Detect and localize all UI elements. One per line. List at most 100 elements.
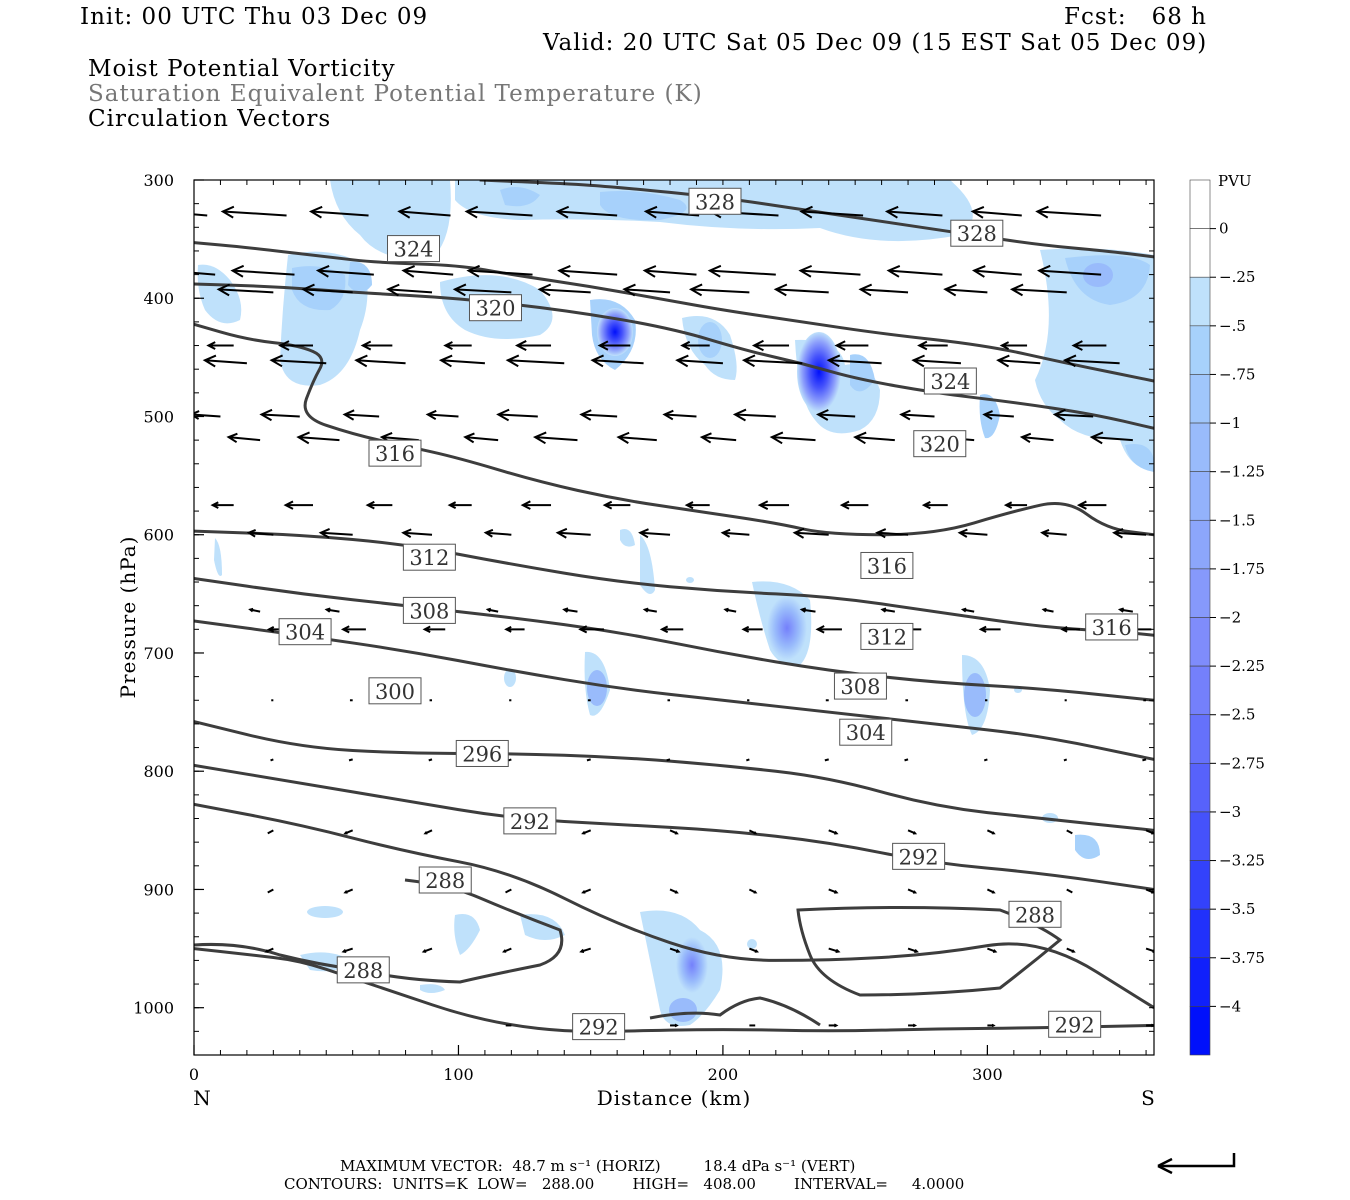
y-tick-label: 400 — [143, 289, 174, 308]
vector-head — [246, 529, 257, 538]
vector-head — [753, 890, 758, 894]
vector-head — [757, 500, 769, 511]
vector-head — [210, 501, 219, 509]
vector-shaft — [586, 758, 591, 762]
vector-shaft — [344, 413, 380, 418]
vector-head — [266, 626, 275, 633]
vector-head — [815, 625, 825, 634]
vector-head — [675, 354, 689, 368]
vector-shaft — [984, 413, 1014, 418]
vector-shaft — [1064, 359, 1120, 365]
vector-shaft — [945, 288, 988, 294]
axes: 300 400 500 600 700 800 900 1000 0 100 200 300 — [133, 171, 1154, 1084]
vector-shaft — [972, 210, 1022, 217]
vector-head — [999, 341, 1010, 350]
vector-shaft — [454, 288, 512, 294]
forecast-hour: Fcst: 68 h — [1064, 4, 1207, 30]
vector-head — [342, 409, 355, 421]
vector-shaft — [261, 413, 300, 418]
vector-shaft — [877, 531, 909, 536]
contour-label-box — [860, 622, 914, 650]
contour-label-312: 312 — [409, 546, 449, 570]
vector-shaft — [709, 269, 776, 276]
vector-shaft — [348, 758, 353, 762]
vector-shaft — [466, 210, 533, 217]
vector-shaft — [505, 888, 512, 894]
vector-shaft — [801, 608, 816, 613]
colorbar-swatch — [1189, 763, 1211, 813]
vector-shaft — [485, 531, 512, 536]
colorbar-label: −3.5 — [1219, 900, 1255, 918]
vector-head — [216, 283, 231, 297]
vector-shaft — [775, 288, 829, 294]
vector-shaft — [913, 359, 962, 365]
pv-shading — [197, 180, 1154, 1026]
field-title-theta: Saturation Equivalent Potential Temperat… — [88, 81, 703, 107]
vector-shaft — [828, 359, 882, 365]
vector-shaft — [860, 288, 909, 294]
vector-shaft — [664, 413, 697, 418]
vector-head — [1089, 431, 1104, 445]
colorbar-swatch — [1189, 860, 1211, 910]
vector-head — [858, 283, 873, 297]
vector-head — [741, 354, 756, 368]
contour-label-box — [418, 866, 472, 894]
vector-head — [799, 607, 807, 613]
vector-shaft — [735, 413, 776, 418]
vector-head — [911, 354, 925, 368]
vector-head — [1019, 432, 1032, 444]
vector-head — [886, 265, 901, 278]
vector-shaft — [508, 758, 512, 762]
vector-head — [798, 264, 813, 278]
vector-head — [226, 432, 238, 444]
vector-shaft — [222, 210, 287, 217]
vector-head — [991, 1023, 996, 1028]
vector-head — [674, 890, 679, 894]
vector-shaft — [1142, 758, 1147, 762]
vector-shaft — [399, 210, 451, 217]
vector-head — [301, 283, 315, 297]
vector-head — [555, 205, 570, 219]
vector-head — [960, 607, 967, 613]
contour-label-324: 324 — [930, 370, 970, 394]
colorbar-label: −1.75 — [1219, 560, 1265, 578]
vector-shaft — [1066, 888, 1073, 894]
vector-shaft — [983, 758, 988, 762]
vector-shaft — [722, 531, 750, 536]
colorbar-label: −.25 — [1219, 268, 1255, 286]
vector-head — [1009, 283, 1024, 297]
vector-head — [452, 283, 467, 297]
contour-label-box — [402, 596, 456, 624]
vector-shaft — [232, 269, 295, 276]
vector-head — [502, 949, 507, 953]
vector-head — [483, 528, 494, 538]
vector-head — [1071, 949, 1076, 953]
vector-head — [773, 283, 788, 297]
vector-head — [616, 431, 630, 444]
vector-head — [826, 354, 841, 368]
vector-shaft — [824, 758, 829, 762]
vector-shaft — [303, 288, 353, 294]
closed-contours — [194, 878, 1063, 1027]
vector-head — [992, 949, 998, 953]
contour-label-box — [503, 807, 557, 835]
contour-label-292: 292 — [899, 845, 939, 869]
colorbar-label: −2.25 — [1219, 657, 1265, 675]
vector-shaft — [557, 210, 618, 217]
vector-head — [815, 409, 829, 421]
vector-shaft — [427, 413, 459, 418]
colorbar-label: −3.25 — [1219, 852, 1265, 870]
vector-shaft — [1063, 758, 1068, 762]
vector-shaft — [801, 210, 864, 217]
colorbar-label: −2.75 — [1219, 754, 1265, 772]
y-tick-label: 700 — [143, 644, 174, 663]
y-tick-label: 1000 — [133, 999, 174, 1018]
vector-head — [578, 625, 588, 634]
colorbar-label: −.5 — [1219, 317, 1246, 335]
contour-label-324: 324 — [393, 238, 433, 262]
vector-head — [834, 830, 839, 835]
vector-shaft — [228, 436, 261, 442]
vector-head — [463, 432, 475, 444]
vector-shaft — [677, 359, 723, 365]
vector-shaft — [403, 269, 454, 276]
